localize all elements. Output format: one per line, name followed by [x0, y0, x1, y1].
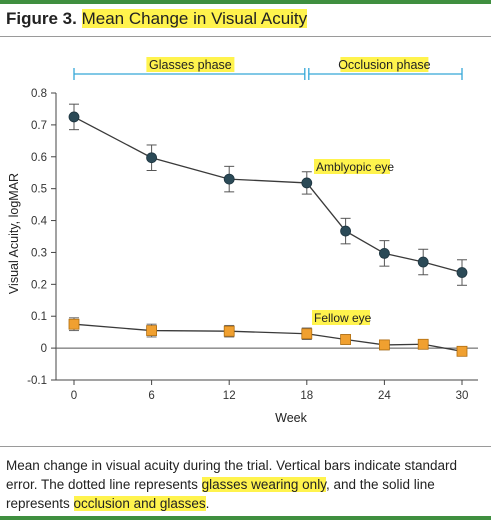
y-tick-label: 0.8: [31, 88, 47, 100]
caption-highlight-glasses: glasses wearing only: [201, 477, 326, 492]
amblyopic-eye-point: [301, 177, 313, 189]
caption-highlight-occlusion: occlusion and glasses: [73, 496, 206, 511]
y-axis-label: Visual Acuity, logMAR: [7, 173, 21, 294]
title-rule: [0, 36, 491, 37]
caption-rule: [0, 446, 491, 447]
amblyopic-eye-point: [456, 267, 468, 278]
figure-label: Figure 3.: [6, 9, 77, 28]
phase-label-highlight: [146, 57, 235, 72]
amblyopic-eye-point: [417, 256, 429, 268]
bottom-rule: [0, 516, 491, 520]
x-tick-label: 18: [300, 390, 313, 402]
y-tick-label: 0.4: [31, 216, 48, 228]
x-tick-label: 0: [71, 390, 77, 402]
fellow-eye-point: [68, 318, 80, 330]
fellow-eye-point: [378, 339, 390, 351]
y-tick-label: 0: [41, 343, 47, 355]
fellow-eye-label-highlight: [312, 310, 370, 325]
caption-text-2: , and the solid line represents: [6, 477, 435, 511]
y-tick-label: 0.1: [31, 311, 47, 323]
y-tick-label: -0.1: [27, 375, 47, 387]
figure-title: Figure 3. Mean Change in Visual Acuity: [6, 9, 308, 29]
fellow-eye-point: [223, 325, 235, 337]
phase-label-highlight: [340, 57, 429, 72]
amblyopic-eye-point: [223, 173, 235, 185]
x-tick-label: 30: [456, 390, 469, 402]
fellow-eye-point: [146, 325, 158, 336]
visual-acuity-chart: Glasses phase Occlusion phase -0.1 0 0.1 0.2 0…: [7, 57, 478, 425]
phase-label: Glasses phase: [149, 58, 232, 72]
phase-label: Occlusion phase: [338, 58, 430, 72]
figure-caption: Mean change in visual acuity during the …: [6, 456, 486, 513]
fellow-eye-point: [456, 345, 468, 357]
fellow-eye-point: [417, 338, 429, 350]
x-tick-label: 12: [223, 390, 236, 402]
y-tick-label: 0.7: [31, 120, 47, 132]
y-tick-label: 0.2: [31, 279, 47, 291]
x-tick-label: 24: [378, 390, 391, 402]
x-tick-label: 6: [148, 390, 154, 402]
fellow-eye-line: [73, 323, 463, 352]
y-tick-label: 0.5: [31, 184, 47, 196]
caption-text-3: .: [205, 496, 210, 511]
figure-title-text: Mean Change in Visual Acuity: [81, 9, 308, 28]
top-rule: [0, 0, 491, 4]
fellow-eye-point: [340, 334, 352, 345]
y-tick-label: 0.6: [31, 152, 47, 164]
fellow-eye-label: Fellow eye: [314, 311, 372, 325]
caption-text-1: Mean change in visual acuity during the …: [6, 458, 458, 492]
x-axis-label: Week: [275, 411, 307, 425]
amblyopic-eye-point: [146, 152, 158, 164]
amblyopic-eye-point: [68, 111, 80, 123]
y-tick-label: 0.3: [31, 247, 47, 259]
fellow-eye-point: [301, 328, 313, 340]
amblyopic-eye-point: [340, 225, 352, 237]
amblyopic-eye-line: [73, 116, 463, 274]
amblyopic-eye-label: Amblyopic eye: [316, 160, 394, 174]
amblyopic-eye-point: [378, 248, 390, 259]
amblyopic-eye-label-highlight: [314, 159, 390, 174]
